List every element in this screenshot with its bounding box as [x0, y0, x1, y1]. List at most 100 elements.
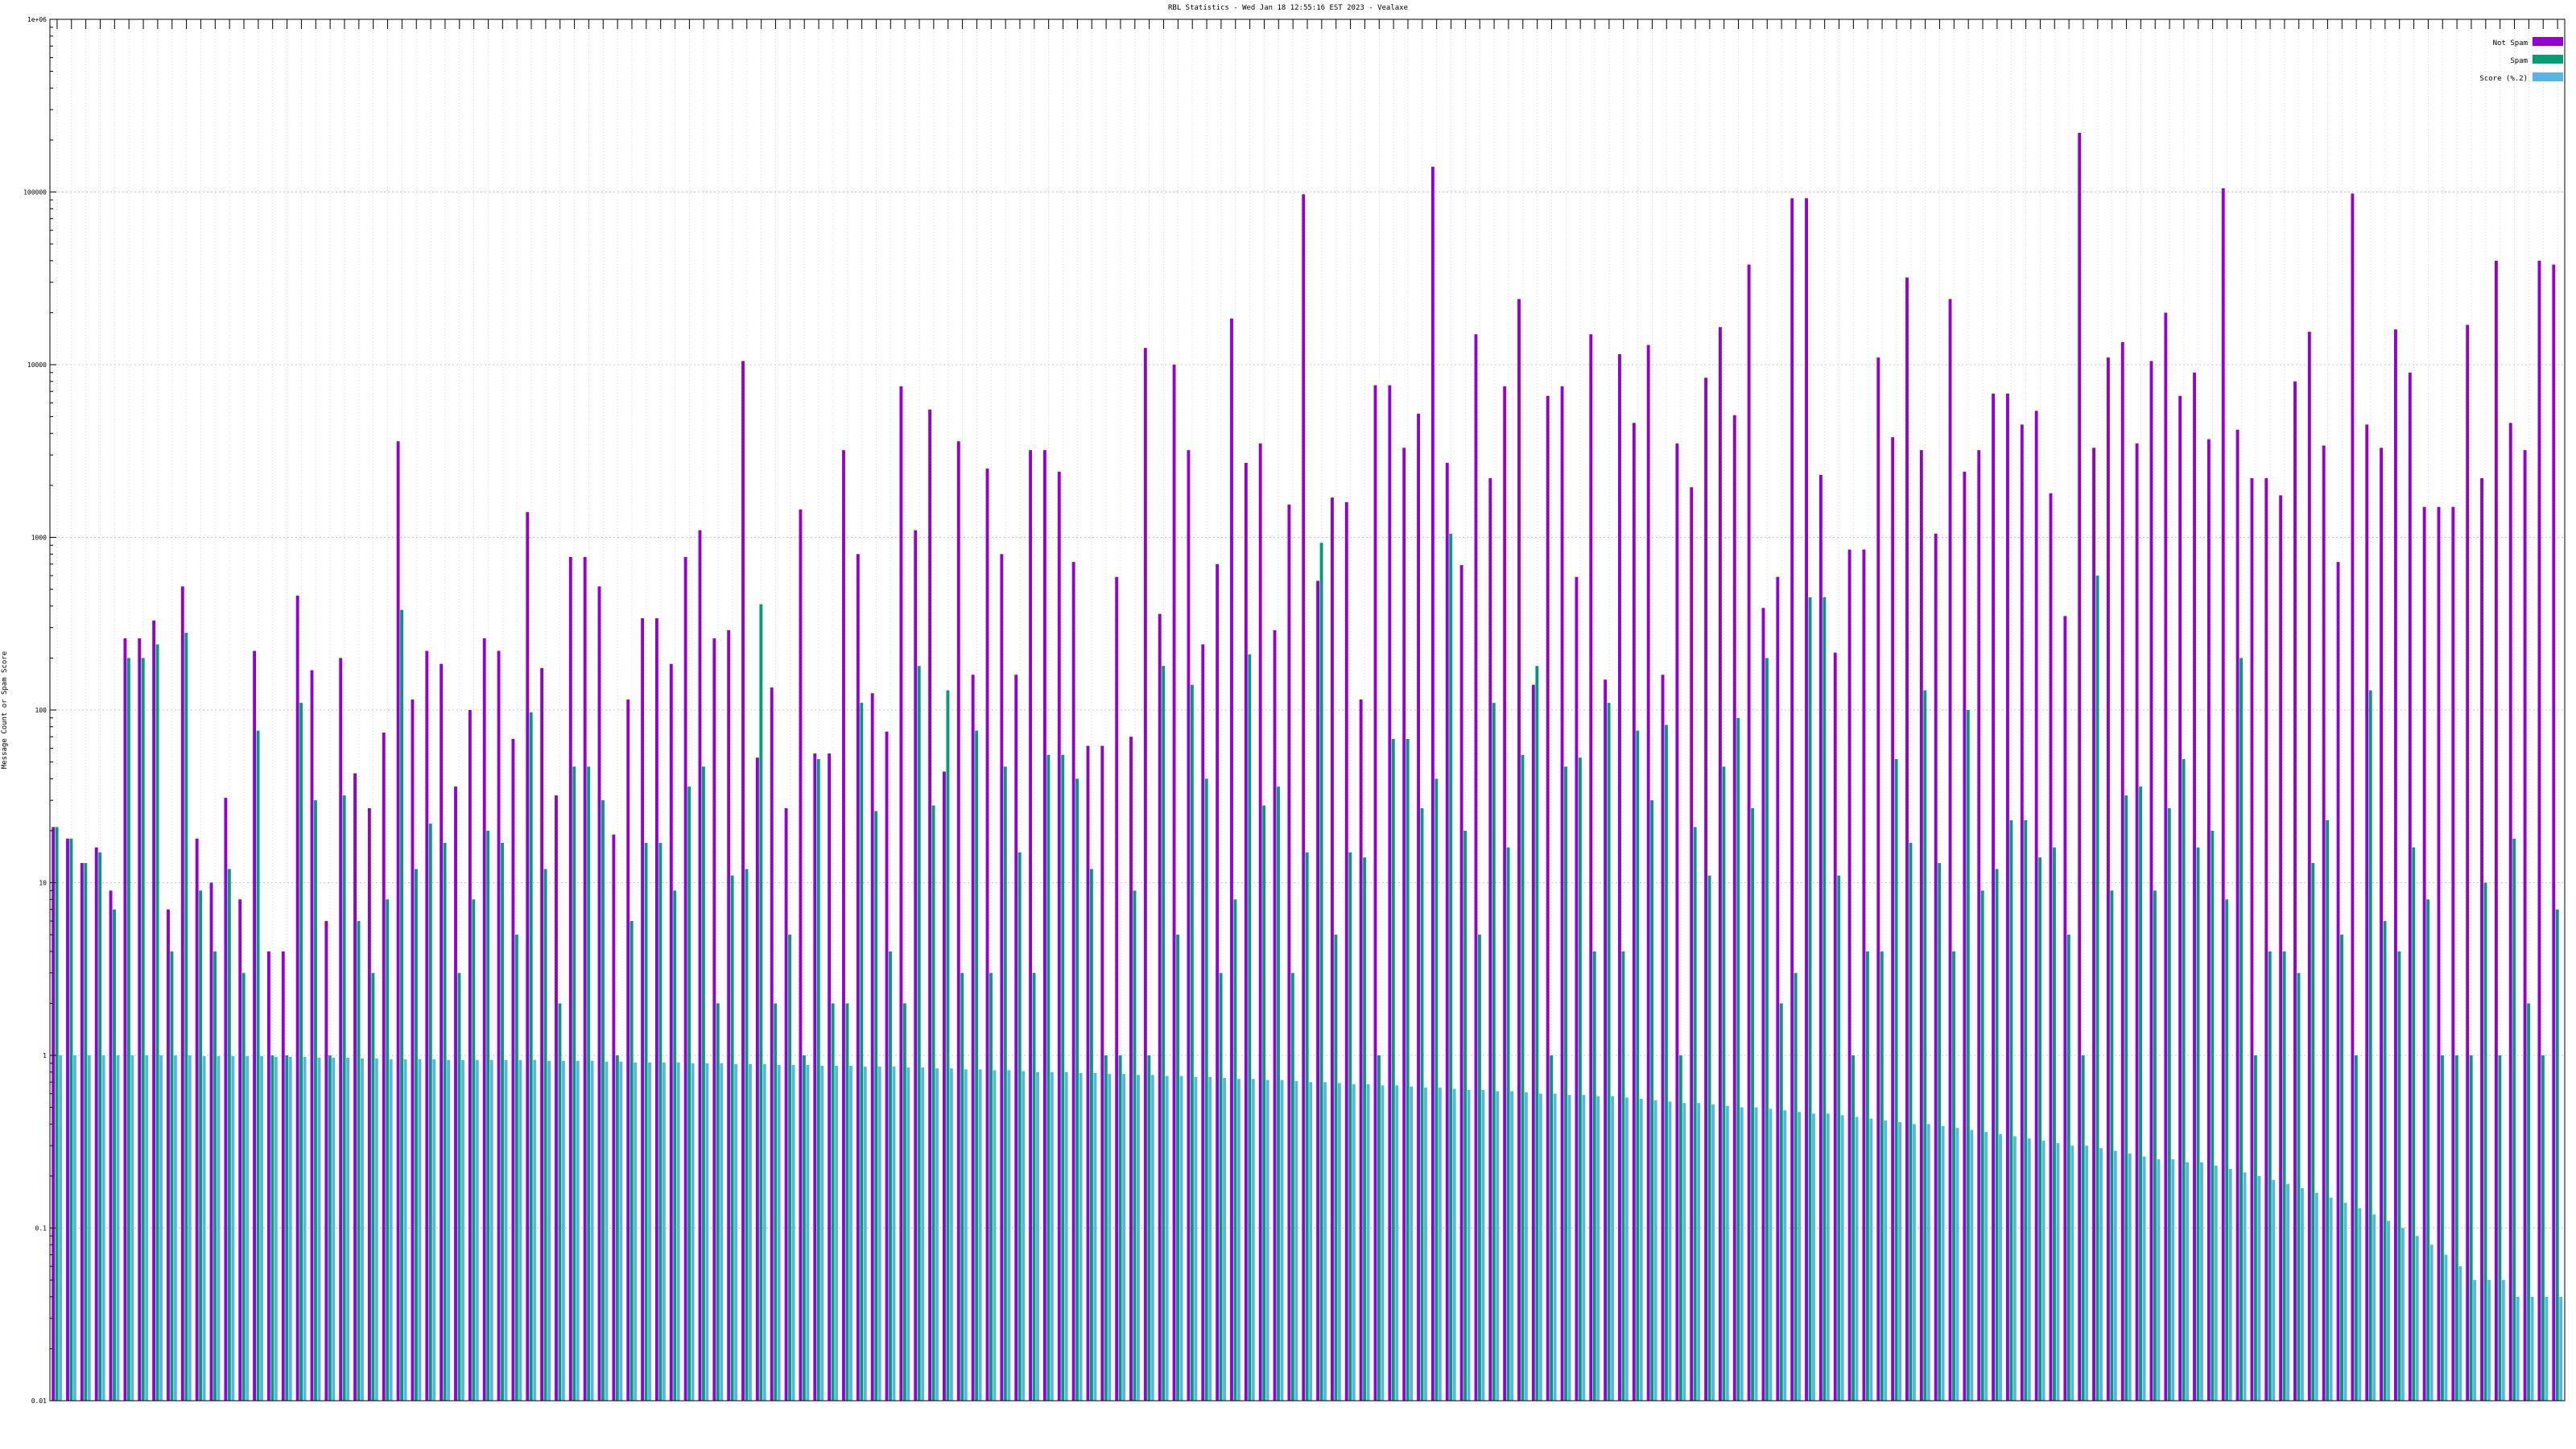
- not-spam-bar: [1273, 630, 1277, 1401]
- score-bar: [489, 1059, 493, 1401]
- not-spam-bar: [2164, 312, 2168, 1401]
- spam-bar: [1952, 951, 1955, 1401]
- spam-bar: [1277, 786, 1280, 1401]
- not-spam-bar: [1143, 348, 1147, 1402]
- score-bar: [1984, 1132, 1988, 1401]
- spam-bar: [716, 1003, 720, 1401]
- not-spam-bar: [1474, 334, 1478, 1402]
- spam-bar: [1923, 690, 1927, 1401]
- not-spam-bar: [1891, 437, 1895, 1401]
- spam-bar: [1305, 852, 1309, 1401]
- spam-bar: [572, 766, 576, 1401]
- spam-bar: [1995, 869, 1999, 1401]
- spam-bar: [184, 633, 188, 1401]
- spam-bar: [1909, 843, 1913, 1401]
- score-bar: [1639, 1099, 1643, 1401]
- spam-bar: [2412, 847, 2416, 1401]
- score-bar: [518, 1059, 522, 1401]
- score-bar: [1740, 1107, 1744, 1401]
- score-bar: [1769, 1108, 1773, 1401]
- not-spam-bar: [1862, 549, 1866, 1401]
- score-bar: [720, 1063, 724, 1401]
- spam-bar: [2009, 819, 2013, 1401]
- score-bar: [1438, 1088, 1442, 1401]
- not-spam-bar: [828, 753, 832, 1401]
- not-spam-bar: [1618, 353, 1621, 1401]
- score-bar: [1682, 1103, 1686, 1401]
- not-spam-bar: [1244, 462, 1248, 1402]
- score-bar: [1165, 1075, 1169, 1401]
- score-bar: [806, 1064, 810, 1401]
- score-bar: [432, 1059, 436, 1401]
- spam-bar: [1880, 951, 1884, 1401]
- spam-bar: [1693, 827, 1697, 1401]
- spam-bar: [702, 766, 705, 1401]
- not-spam-bar: [2365, 424, 2369, 1401]
- score-bar: [906, 1067, 910, 1401]
- spam-bar: [902, 1003, 906, 1401]
- spam-bar: [1290, 972, 1294, 1401]
- not-spam-bar: [2120, 342, 2124, 1401]
- not-spam-bar: [2279, 495, 2283, 1401]
- spam-bar: [270, 1055, 275, 1401]
- score-bar: [1898, 1122, 1902, 1401]
- score-bar: [1481, 1090, 1485, 1401]
- y-tick-label: 0.01: [31, 1397, 47, 1405]
- spam-bar: [730, 875, 734, 1401]
- not-spam-bar: [956, 441, 960, 1401]
- not-spam-bar: [324, 921, 328, 1401]
- not-spam-bar: [1632, 423, 1636, 1402]
- spam-bar: [1162, 666, 1166, 1401]
- score-bar: [116, 1055, 120, 1401]
- score-bar: [2487, 1280, 2491, 1401]
- score-bar: [2545, 1296, 2549, 1401]
- not-spam-bar: [1790, 198, 1794, 1401]
- spam-bar: [1477, 935, 1481, 1401]
- not-spam-bar: [94, 847, 98, 1401]
- spam-bar: [2024, 819, 2028, 1401]
- spam-bar: [2527, 1003, 2531, 1401]
- spam-bar: [2354, 1055, 2358, 1401]
- not-spam-bar: [1230, 318, 1233, 1401]
- score-bar: [1538, 1093, 1542, 1401]
- score-bar: [1754, 1107, 1758, 1401]
- score-bar: [231, 1055, 235, 1401]
- spam-bar: [1852, 1055, 1855, 1401]
- not-spam-bar: [454, 786, 457, 1401]
- not-spam-bar: [1201, 644, 1205, 1401]
- score-bar: [2128, 1153, 2132, 1401]
- not-spam-bar: [2537, 260, 2541, 1401]
- spam-bar: [357, 921, 361, 1401]
- score-bar: [1309, 1082, 1313, 1401]
- score-bar: [1567, 1095, 1571, 1401]
- score-bar: [1525, 1092, 1528, 1401]
- score-bar: [1510, 1091, 1514, 1401]
- score-bar: [935, 1068, 939, 1401]
- spam-bar: [1592, 951, 1596, 1401]
- spam-bar: [155, 644, 159, 1401]
- score-bar: [303, 1056, 307, 1401]
- not-spam-bar: [1604, 679, 1608, 1401]
- score-bar: [2415, 1236, 2419, 1401]
- spam-bar: [558, 1003, 562, 1401]
- score-bar: [1496, 1091, 1500, 1401]
- spam-bar: [1118, 1055, 1122, 1401]
- not-spam-bar: [1818, 474, 1823, 1401]
- spam-bar: [371, 972, 375, 1401]
- score-bar: [2358, 1208, 2362, 1401]
- not-spam-bar: [1934, 533, 1938, 1402]
- spam-bar: [2541, 1055, 2545, 1401]
- not-spam-bar: [2451, 506, 2455, 1401]
- score-bar: [145, 1055, 149, 1401]
- spam-bar: [1061, 754, 1065, 1401]
- not-spam-bar: [2466, 324, 2470, 1401]
- spam-bar: [1808, 597, 1812, 1401]
- not-spam-bar: [238, 899, 242, 1401]
- spam-bar: [2053, 847, 2056, 1401]
- not-spam-bar: [755, 758, 759, 1401]
- score-bar: [1582, 1095, 1586, 1401]
- not-spam-bar: [123, 638, 127, 1401]
- score-bar: [217, 1055, 221, 1401]
- score-bar: [1999, 1133, 2002, 1401]
- spam-bar: [601, 800, 605, 1401]
